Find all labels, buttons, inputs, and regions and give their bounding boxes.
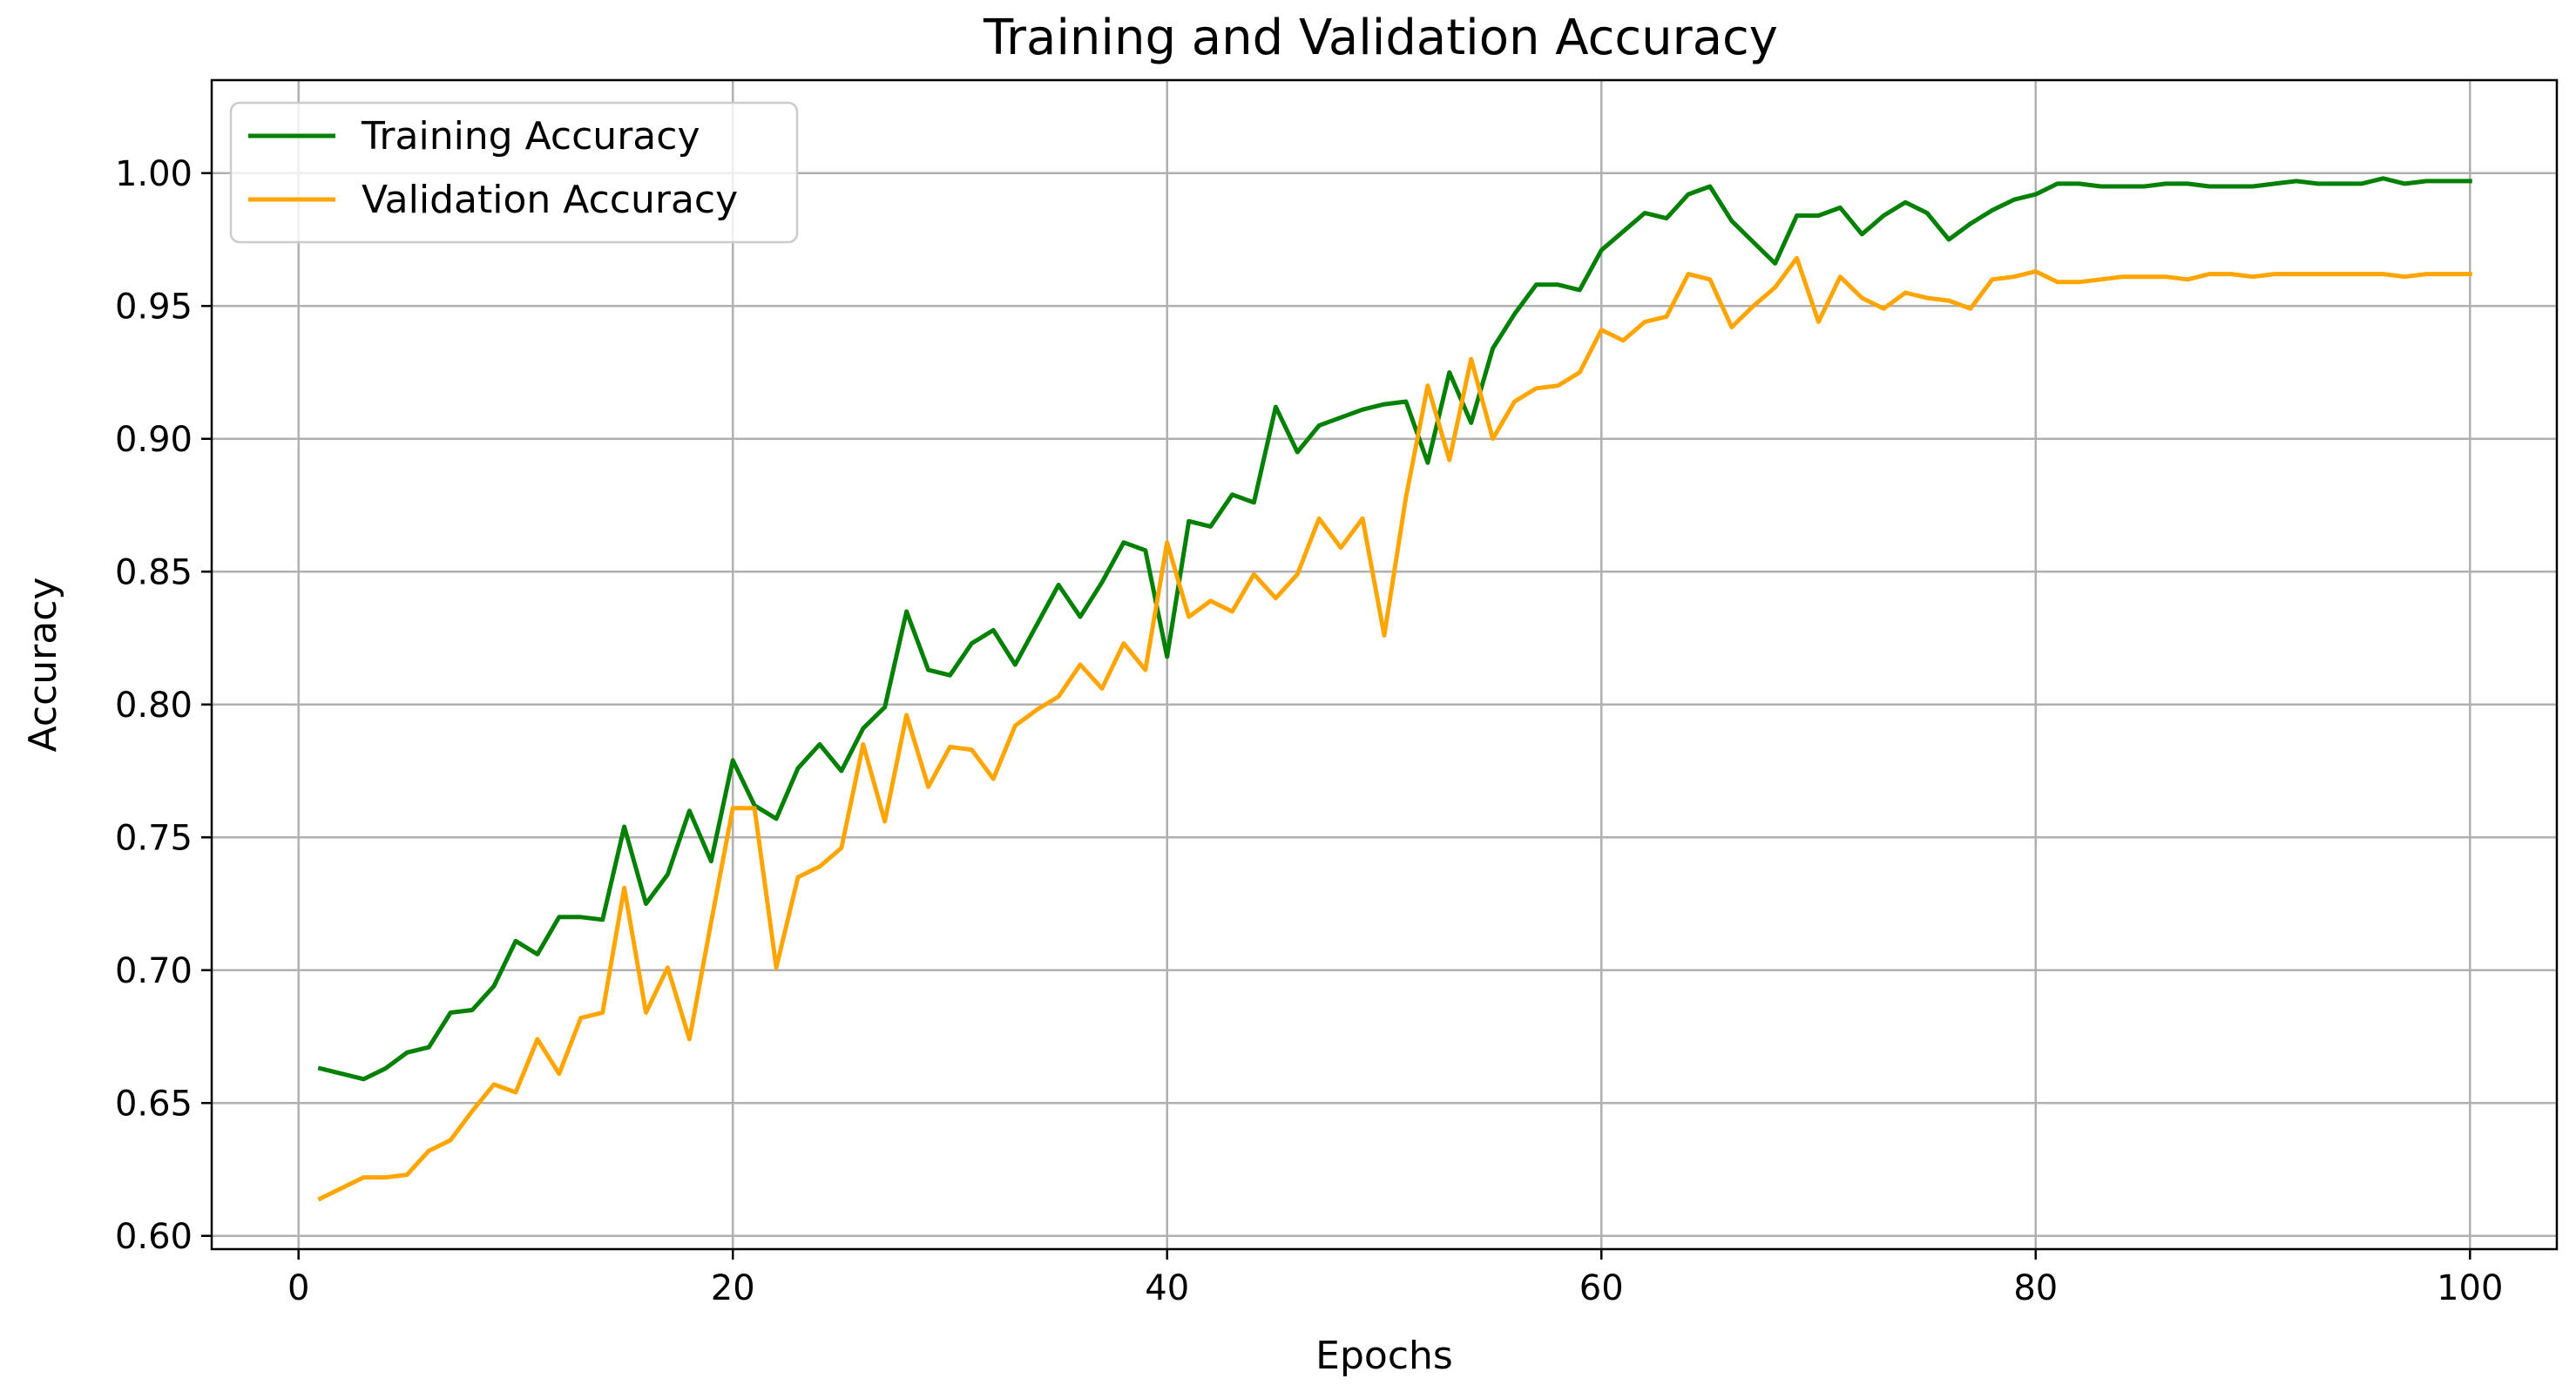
legend-label-validation: Validation Accuracy — [362, 178, 738, 222]
x-tick-label: 100 — [2437, 1268, 2503, 1308]
x-axis-label: Epochs — [1315, 1334, 1453, 1378]
validation-accuracy-line — [317, 255, 2472, 1202]
x-tick-label: 80 — [2013, 1268, 2058, 1308]
y-tick-label: 0.70 — [115, 951, 193, 991]
y-tick-label: 1.00 — [115, 154, 193, 194]
y-tick-label: 0.95 — [115, 287, 193, 327]
x-tick-label: 60 — [1579, 1268, 1624, 1308]
training-accuracy-line — [317, 176, 2472, 1082]
x-tick-labels: 0 20 40 60 80 100 — [287, 1268, 2503, 1308]
legend-box — [229, 101, 799, 244]
y-tick-label: 0.80 — [115, 686, 193, 726]
legend-label-training: Training Accuracy — [361, 114, 700, 159]
y-tick-label: 0.65 — [115, 1084, 193, 1124]
y-tick-label: 0.85 — [115, 552, 193, 592]
plot-frame — [210, 78, 2559, 1251]
grid-lines — [212, 80, 2557, 1249]
y-tick-label: 0.75 — [115, 818, 193, 858]
axis-ticks — [201, 172, 2471, 1260]
x-tick-label: 20 — [711, 1268, 755, 1308]
y-axis-label: Accuracy — [21, 578, 65, 753]
x-tick-label: 40 — [1145, 1268, 1189, 1308]
y-tick-label: 0.60 — [115, 1217, 193, 1257]
chart-title: Training and Validation Accuracy — [983, 10, 1778, 66]
legend: Training Accuracy Validation Accuracy — [229, 101, 799, 244]
y-tick-label: 0.90 — [115, 420, 193, 460]
x-tick-label: 0 — [287, 1268, 309, 1308]
series-lines — [317, 176, 2472, 1202]
y-tick-labels: 0.60 0.65 0.70 0.75 0.80 0.85 0.90 0.95 1.00 — [115, 154, 193, 1257]
